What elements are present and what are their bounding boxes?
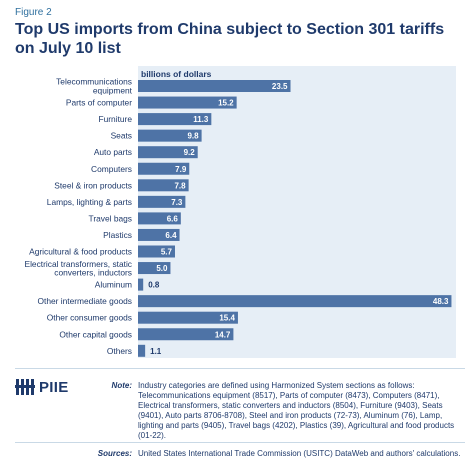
category-label: Other consumer goods: [47, 313, 132, 323]
category-label: Auto parts: [94, 147, 132, 157]
bars-group: Telecommunications equipment 23.5 Parts of …: [24, 77, 452, 357]
bar: [138, 212, 181, 225]
logo-text: PIIE: [39, 378, 69, 396]
figure-label: Figure 2: [15, 7, 52, 18]
divider: [15, 368, 465, 369]
bar: [138, 262, 171, 275]
category-label: Computers: [91, 164, 132, 174]
bar: [138, 146, 198, 159]
category-label: Parts of computer: [66, 98, 132, 108]
bar: [138, 311, 238, 324]
value-label: 9.8: [187, 132, 199, 141]
value-label: 15.4: [219, 314, 235, 323]
value-label: 6.4: [165, 231, 177, 240]
bar: [138, 179, 189, 192]
value-label: 1.1: [150, 347, 162, 356]
category-label: Seats: [111, 131, 132, 141]
bar: [138, 96, 237, 109]
category-label: Others: [107, 346, 132, 356]
category-label: Plastics: [103, 230, 132, 240]
piie-logo-icon: [15, 379, 35, 395]
category-label: Electrical transformers, static converter…: [24, 259, 132, 278]
bar: [138, 195, 186, 208]
bar: [138, 245, 175, 258]
value-label: 5.0: [156, 264, 168, 273]
bar: [138, 113, 212, 126]
bar: [138, 228, 180, 241]
piie-logo: PIIE: [15, 376, 69, 398]
value-label: 7.3: [171, 198, 183, 207]
bar: [138, 328, 234, 341]
category-label: Aluminum: [95, 280, 132, 290]
bar: [138, 80, 291, 92]
category-label: Travel bags: [89, 213, 132, 223]
note-head: Note:: [111, 381, 132, 390]
category-label: Other capital goods: [59, 329, 132, 339]
value-label: 15.2: [218, 99, 234, 108]
sources-head: Sources:: [97, 449, 132, 458]
value-label: 6.6: [167, 214, 179, 223]
bar: [138, 295, 452, 308]
category-label: Agricultural & food products: [29, 247, 132, 257]
category-label: Furniture: [98, 114, 132, 124]
value-label: 7.8: [174, 181, 186, 190]
value-label: 14.7: [215, 330, 231, 339]
value-label: 0.8: [148, 281, 160, 290]
category-label: Other intermediate goods: [37, 296, 132, 306]
category-label: Lamps, lighting & parts: [47, 197, 132, 207]
value-label: 11.3: [193, 115, 209, 124]
value-label: 5.7: [161, 248, 173, 257]
chart-title: Top US imports from China subject to Sec…: [15, 21, 445, 57]
category-label: Steel & iron products: [54, 180, 132, 190]
bar: [138, 129, 202, 142]
note-text: Industry categories are defined using Ha…: [138, 381, 455, 440]
value-label: 9.2: [184, 148, 196, 157]
category-label: Telecommunications equipment: [56, 77, 133, 96]
units-label: billions of dollars: [141, 69, 212, 79]
bar-chart: billions of dollars Telecommunications eq…: [24, 66, 456, 358]
value-label: 23.5: [272, 82, 288, 91]
value-label: 7.9: [175, 165, 187, 174]
sources-text: United States International Trade Commis…: [138, 449, 461, 458]
value-label: 48.3: [433, 297, 449, 306]
divider-2: [15, 442, 465, 443]
bar: [138, 344, 146, 357]
bar: [138, 278, 144, 291]
bar: [138, 162, 190, 175]
